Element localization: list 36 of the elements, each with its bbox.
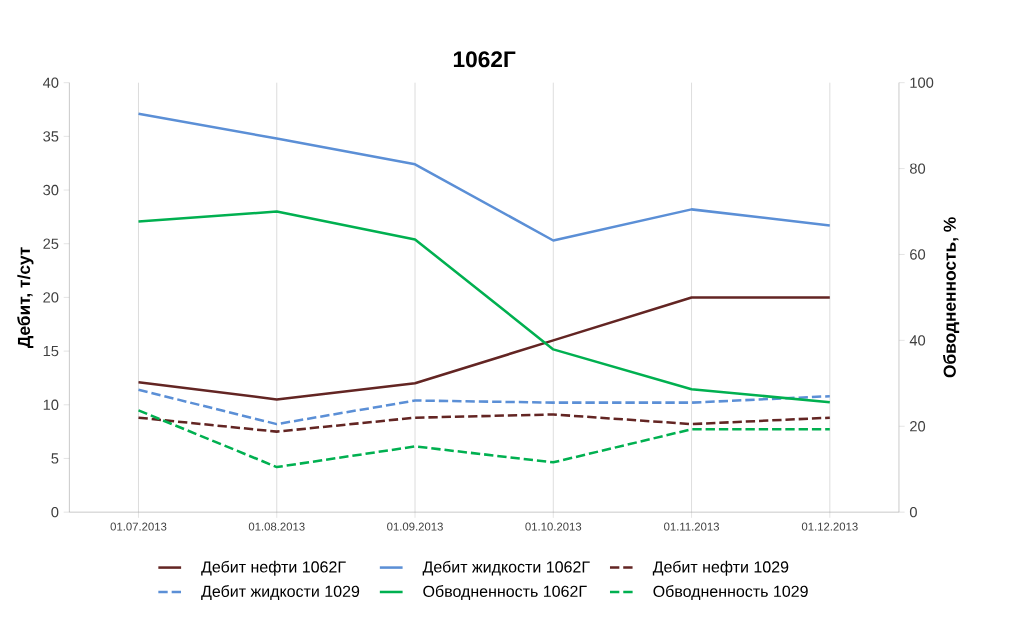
line-series — [137, 210, 832, 404]
x-tick-label: 01.12.2013 — [801, 522, 858, 531]
line-series — [137, 409, 832, 469]
legend-label: Дебит жидкости 1029 — [201, 585, 360, 601]
legend-label: Обводненность 1062Г — [423, 585, 587, 601]
line-series — [137, 112, 832, 242]
y2-tick-label: 60 — [910, 249, 926, 260]
y2-tick-label: 0 — [909, 507, 917, 518]
line-series — [137, 388, 832, 426]
x-tick-label: 01.08.2013 — [248, 522, 305, 531]
y-tick-label: 40 — [42, 77, 59, 88]
legend-label: Дебит жидкости 1062Г — [422, 560, 590, 576]
legend-label: Обводненность 1029 — [653, 585, 808, 601]
y-tick-label: 35 — [43, 131, 59, 142]
y-tick-label: 20 — [43, 292, 59, 303]
y2-tick-label: 40 — [909, 335, 926, 346]
y-tick-label: 5 — [51, 453, 59, 464]
legend-label: Дебит нефти 1062Г — [201, 560, 346, 576]
line-series — [137, 296, 832, 401]
y2-axis-title: Обводненность, % — [942, 217, 960, 378]
x-tick-label: 01.09.2013 — [387, 522, 443, 531]
x-tick-label: 01.11.2013 — [664, 522, 720, 531]
y-tick-label: 30 — [43, 184, 59, 196]
y-tick-label: 0 — [51, 507, 59, 518]
y2-tick-label: 20 — [910, 421, 926, 432]
chart-title: 1062Г — [453, 51, 516, 68]
x-tick-label: 01.10.2013 — [525, 522, 582, 531]
y-tick-label: 10 — [43, 399, 59, 411]
line-series — [137, 413, 832, 433]
y-tick-label: 15 — [43, 346, 59, 357]
y2-tick-label: 80 — [909, 163, 926, 174]
y-axis-title: Дебит, т/сут — [17, 247, 34, 349]
y-tick-label: 25 — [43, 238, 59, 249]
legend-label: Дебит нефти 1029 — [652, 560, 789, 576]
x-tick-label: 01.07.2013 — [110, 522, 167, 531]
y2-tick-label: 100 — [910, 77, 934, 88]
